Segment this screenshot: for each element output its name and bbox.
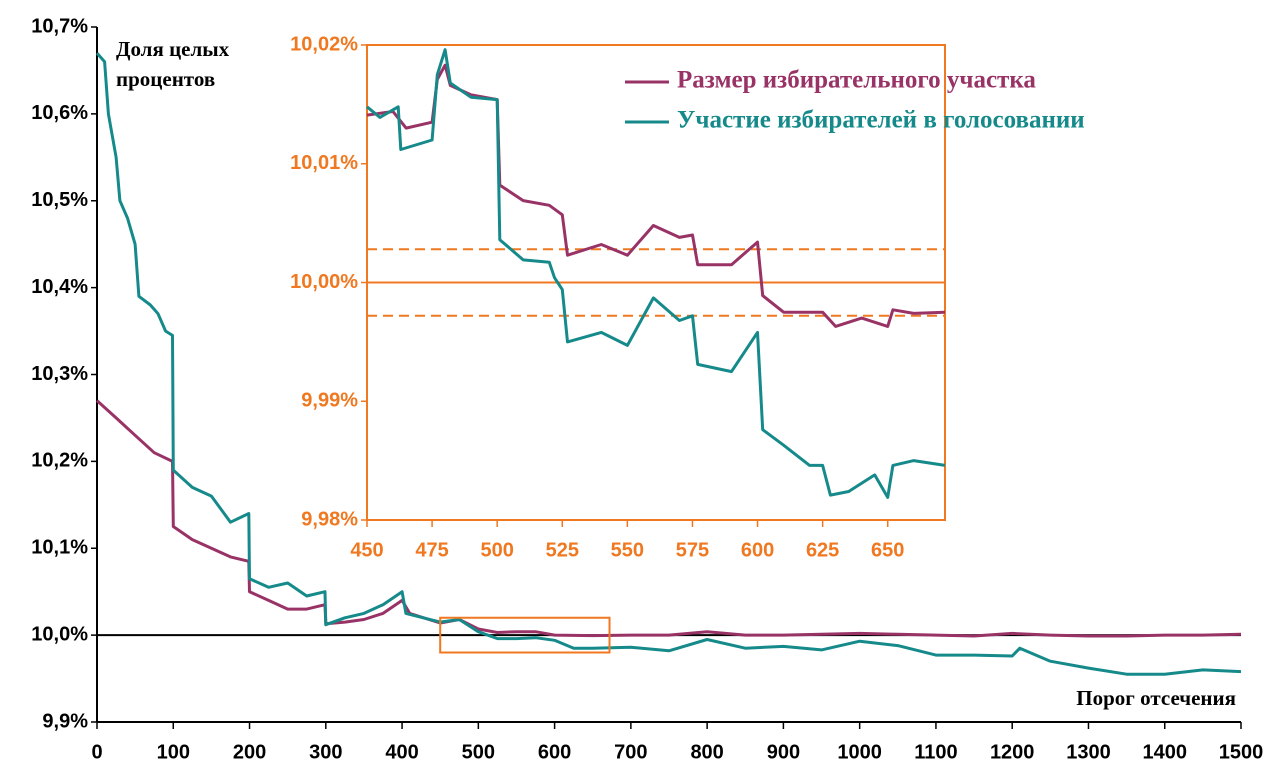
y-tick-label: 10,4% bbox=[31, 276, 88, 298]
x-tick-label: 500 bbox=[480, 539, 513, 561]
y-tick-label: 9,9% bbox=[42, 710, 88, 732]
x-axis-label: Порог отсечения bbox=[1076, 686, 1236, 710]
x-tick-label: 575 bbox=[676, 539, 709, 561]
x-tick-label: 500 bbox=[462, 741, 495, 763]
x-tick-label: 525 bbox=[546, 539, 579, 561]
x-tick-label: 1400 bbox=[1142, 741, 1187, 763]
y-tick-label: 10,02% bbox=[290, 33, 358, 55]
series-line bbox=[366, 63, 946, 328]
x-tick-label: 550 bbox=[611, 539, 644, 561]
y-tick-label: 10,6% bbox=[31, 102, 88, 124]
zoom-frame bbox=[439, 616, 611, 654]
x-tick-label: 650 bbox=[871, 539, 904, 561]
y-tick-label: 10,7% bbox=[31, 15, 88, 37]
x-tick-label: 1200 bbox=[990, 741, 1035, 763]
x-tick-label: 450 bbox=[350, 539, 383, 561]
y-tick-label: 10,5% bbox=[31, 189, 88, 211]
x-tick-label: 600 bbox=[538, 741, 571, 763]
x-tick-label: 1500 bbox=[1219, 741, 1264, 763]
y-tick-label: 10,01% bbox=[290, 152, 358, 174]
x-tick-label: 800 bbox=[690, 741, 723, 763]
y-tick-label: 9,98% bbox=[301, 508, 358, 530]
y-tick-label: 10,1% bbox=[31, 537, 88, 559]
x-tick-label: 625 bbox=[806, 539, 839, 561]
x-tick-label: 1000 bbox=[837, 741, 882, 763]
y-tick-label: 10,0% bbox=[31, 623, 88, 645]
x-tick-label: 1300 bbox=[1066, 741, 1111, 763]
x-tick-label: 100 bbox=[157, 741, 190, 763]
y-tick-label: 10,3% bbox=[31, 363, 88, 385]
series-line bbox=[366, 48, 946, 499]
x-tick-label: 700 bbox=[614, 741, 647, 763]
x-tick-label: 475 bbox=[415, 539, 448, 561]
y-tick-label: 9,99% bbox=[301, 390, 358, 412]
x-tick-label: 400 bbox=[385, 741, 418, 763]
legend-label: Участие избирателей в голосовании bbox=[677, 107, 1085, 134]
y-tick-label: 10,00% bbox=[290, 271, 358, 293]
series-line bbox=[95, 52, 1242, 676]
y-tick-label: 10,2% bbox=[31, 450, 88, 472]
x-tick-label: 900 bbox=[767, 741, 800, 763]
x-tick-label: 200 bbox=[233, 741, 266, 763]
x-tick-label: 300 bbox=[309, 741, 342, 763]
x-tick-label: 0 bbox=[91, 741, 102, 763]
y-axis-label: Доля целых процентов bbox=[116, 37, 230, 91]
x-tick-label: 600 bbox=[741, 539, 774, 561]
legend-label: Размер избирательного участка bbox=[677, 67, 1036, 94]
x-tick-label: 1100 bbox=[914, 741, 957, 763]
